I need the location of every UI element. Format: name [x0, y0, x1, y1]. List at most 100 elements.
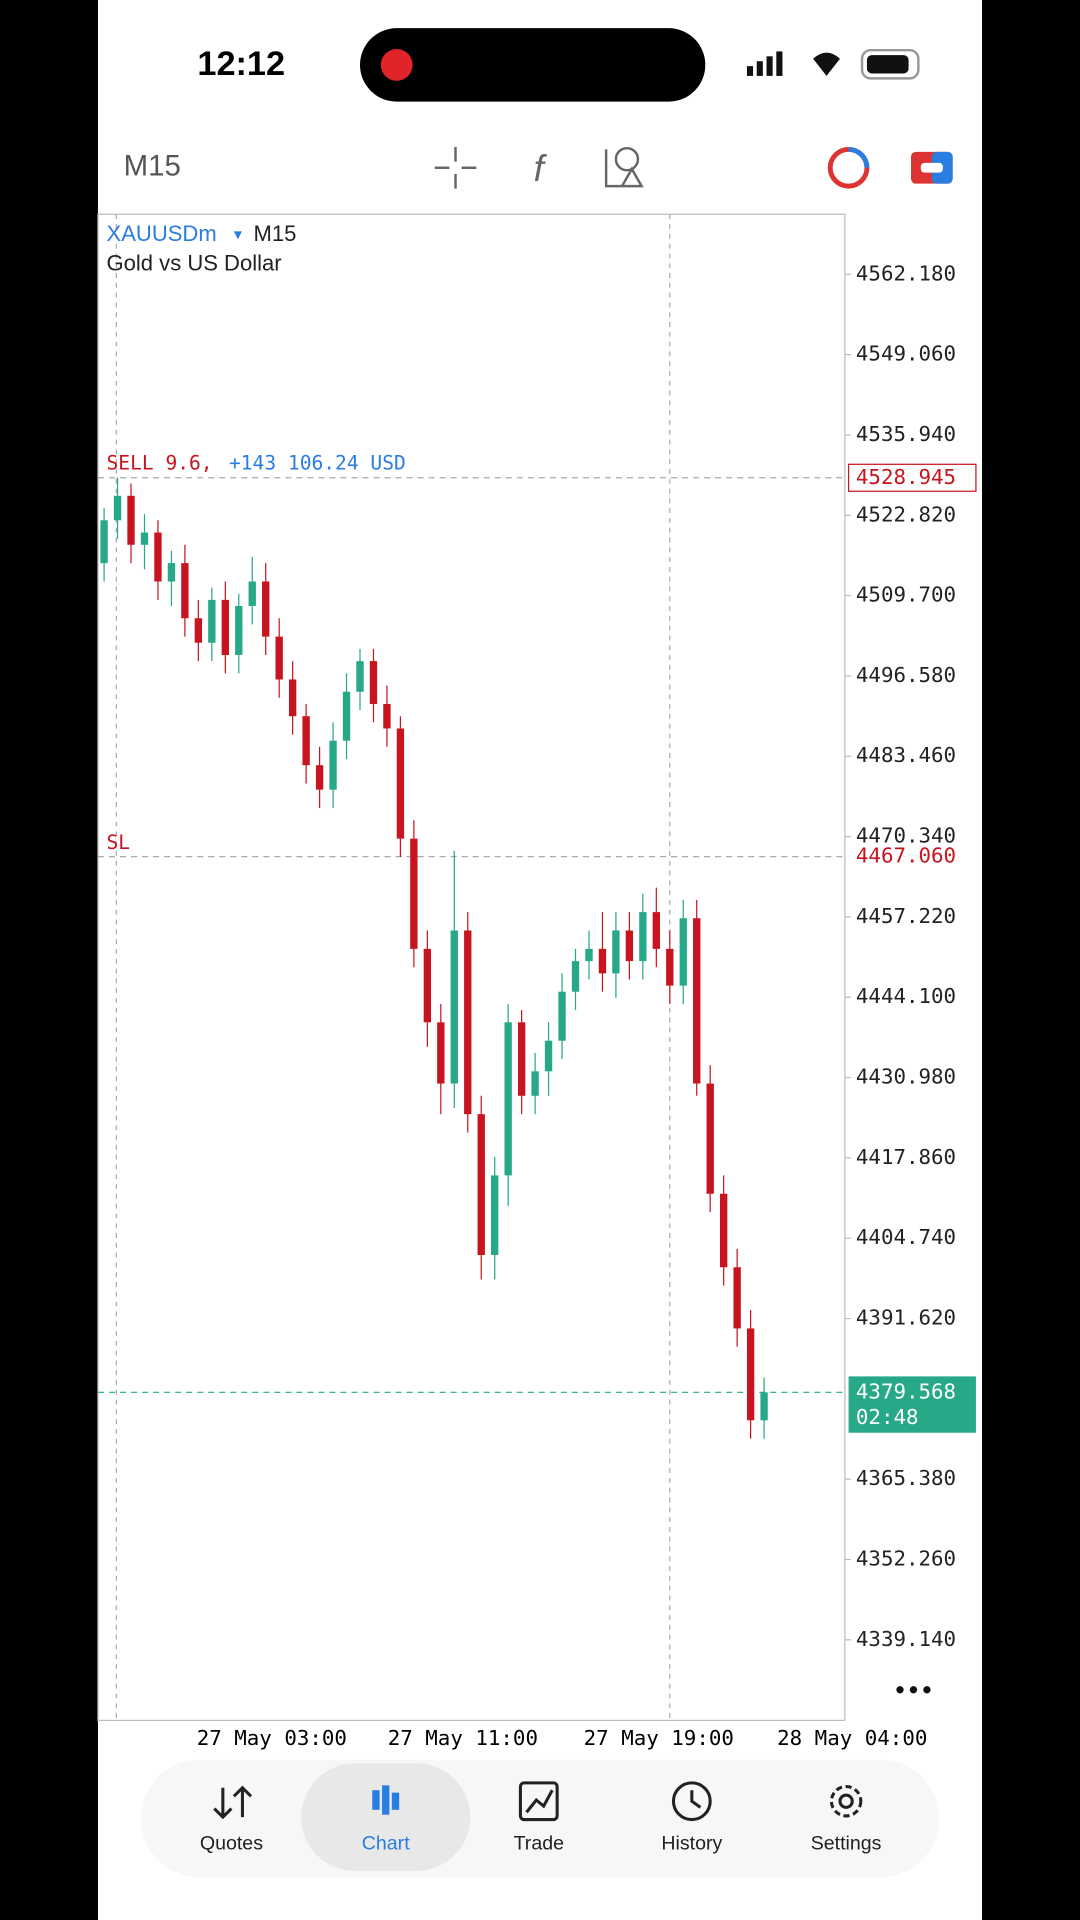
candle-body — [544, 1040, 553, 1072]
y-tick-label: 4404.740 — [856, 1225, 956, 1249]
y-tick-label: 4522.820 — [856, 502, 956, 526]
chart-icon[interactable] — [372, 1785, 400, 1815]
candle-body — [706, 1083, 714, 1194]
y-tick-label: 4549.060 — [856, 342, 956, 366]
candle-body — [679, 918, 687, 986]
candle-body — [666, 948, 674, 986]
candle-body — [288, 679, 297, 717]
y-tick-label: 4391.620 — [856, 1306, 956, 1330]
order-label: SELL 9.6, — [107, 452, 213, 475]
candle-body — [693, 918, 701, 1084]
candle-body — [423, 948, 432, 1023]
bid-price: 4379.568 — [856, 1379, 956, 1403]
y-tick-label: 4339.140 — [856, 1627, 956, 1651]
candle-body — [315, 765, 324, 790]
countdown: 02:48 — [856, 1405, 919, 1429]
y-tick-label: 4535.940 — [856, 422, 956, 446]
x-tick-label: 27 May 19:00 — [584, 1726, 734, 1750]
symbol-arrow[interactable]: ▾ — [234, 226, 242, 243]
candle-body — [585, 948, 593, 962]
candle-body — [235, 606, 243, 655]
y-tick-label: 4509.700 — [856, 583, 956, 607]
candle-body — [531, 1071, 539, 1096]
sl-price-box — [848, 843, 976, 871]
candle-body — [221, 599, 229, 655]
clock: 12:12 — [197, 45, 285, 83]
tab-label[interactable]: History — [661, 1832, 722, 1854]
candle-body — [342, 691, 351, 741]
recording-dot — [380, 48, 413, 81]
candle-body — [612, 930, 620, 974]
candle-body — [558, 991, 566, 1041]
candle-body — [450, 930, 458, 1084]
candle-body — [356, 661, 364, 692]
candle-body — [127, 495, 135, 545]
trade-icon[interactable] — [911, 151, 953, 184]
candle-body — [113, 495, 122, 521]
candle-body — [194, 618, 203, 643]
candle-body — [396, 728, 405, 839]
candle-body — [598, 948, 607, 974]
candle-body — [517, 1022, 526, 1096]
order-price-box — [847, 463, 977, 492]
y-tick-label: 4562.180 — [856, 261, 956, 285]
sl-label: SL — [107, 831, 131, 854]
candle-body — [491, 1175, 499, 1255]
history-icon[interactable] — [671, 1781, 712, 1822]
crosshair-tool[interactable] — [434, 146, 477, 189]
candle-body — [464, 930, 472, 1115]
y-tick-label: 4483.460 — [856, 743, 956, 767]
objects-tool[interactable] — [604, 146, 644, 188]
sl-price: 4467.060 — [856, 844, 956, 868]
tab-label[interactable]: Trade — [514, 1832, 565, 1854]
symbol[interactable]: XAUUSDm — [107, 221, 217, 246]
candle-body — [140, 532, 149, 545]
y-tick-label: 4444.100 — [856, 984, 956, 1008]
candle-body — [652, 912, 660, 949]
candle-body — [154, 532, 162, 582]
y-tick-label: 4417.860 — [856, 1145, 956, 1169]
y-tick-label: 4457.220 — [856, 904, 956, 928]
plot — [97, 273, 852, 1641]
tab-label[interactable]: Quotes — [200, 1832, 263, 1854]
candle-body — [760, 1392, 768, 1421]
candle-body — [262, 581, 270, 637]
plot-frame — [97, 213, 846, 1722]
app-background — [97, 0, 983, 1920]
candle-body — [208, 599, 216, 643]
order-profit: +143 106.24 USD — [229, 452, 406, 475]
status-icons — [746, 48, 920, 80]
candle-body — [571, 961, 580, 992]
account-icon[interactable] — [827, 146, 870, 189]
quotes-icon[interactable] — [213, 1785, 253, 1820]
tab-highlight — [301, 1763, 471, 1872]
candle-body — [504, 1022, 512, 1176]
x-tick-label: 28 May 04:00 — [777, 1726, 927, 1750]
x-tick-label: 27 May 03:00 — [197, 1726, 347, 1750]
tab-label[interactable]: Settings — [811, 1832, 882, 1854]
candle-body — [167, 563, 176, 582]
candle-body — [181, 563, 189, 619]
candle-body — [248, 581, 256, 606]
candle-body — [733, 1267, 741, 1329]
order-price: 4528.945 — [856, 465, 956, 489]
trade-tab-icon[interactable] — [518, 1781, 559, 1822]
y-tick-label: 4352.260 — [856, 1547, 956, 1571]
candle-body — [720, 1193, 728, 1268]
candle-body — [437, 1022, 445, 1084]
candle-body — [369, 661, 378, 704]
more-button[interactable] — [896, 1686, 931, 1694]
settings-icon[interactable] — [829, 1785, 863, 1818]
symbol-description: Gold vs US Dollar — [107, 250, 282, 275]
candle-body — [625, 930, 634, 962]
y-tick-label: 4496.580 — [856, 663, 956, 687]
y-tick-label: 4430.980 — [856, 1065, 956, 1089]
bid-box — [848, 1376, 976, 1433]
candle-body — [477, 1114, 485, 1255]
timeframe-button[interactable]: M15 — [124, 150, 181, 183]
candle-body — [383, 703, 391, 729]
chart-timeframe: M15 — [253, 221, 296, 246]
tab-label[interactable]: Chart — [362, 1832, 410, 1854]
